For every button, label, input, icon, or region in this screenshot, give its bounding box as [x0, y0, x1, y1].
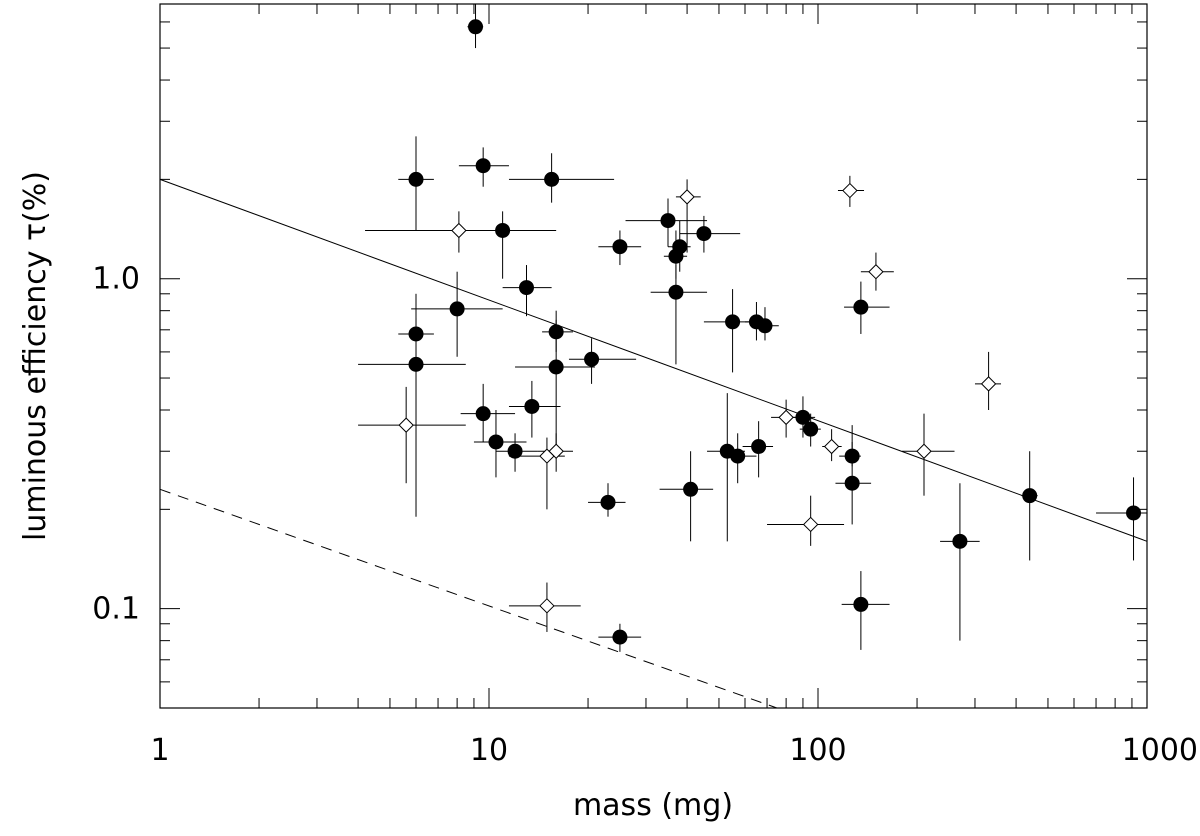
data-point-circle: [408, 356, 424, 372]
data-point-circle: [952, 533, 968, 549]
data-point-circle: [524, 398, 540, 414]
data-point-circle: [518, 280, 534, 296]
data-point-circle: [495, 222, 511, 238]
fit-lines: [159, 178, 1148, 709]
data-point-diamond: [778, 409, 794, 426]
data-point-circle: [468, 19, 484, 35]
data-point-diamond: [868, 264, 884, 280]
data-point-diamond: [398, 417, 414, 433]
data-point-circle: [660, 213, 676, 229]
data-point-circle: [757, 318, 773, 334]
data-point-circle: [548, 324, 564, 340]
data-point-circle: [853, 596, 869, 612]
data-point-circle: [475, 406, 491, 422]
data-point-circle: [844, 448, 860, 464]
plot-frame: [159, 3, 1148, 709]
data-point-circle: [612, 629, 628, 645]
data-point-circle: [725, 314, 741, 330]
data-point-circle: [488, 434, 504, 450]
x-tick-label: 1000: [1122, 733, 1198, 768]
data-point-circle: [751, 439, 767, 455]
data-point-circle: [730, 448, 746, 464]
data-point-circle: [803, 421, 819, 437]
x-axis-label: mass (mg): [573, 788, 733, 823]
data-point-diamond: [679, 189, 695, 205]
data-point-circle: [584, 351, 600, 367]
data-point-circle: [408, 326, 424, 342]
data-point-diamond: [916, 443, 932, 459]
axis-ticks: [159, 4, 1147, 709]
data-point-circle: [696, 226, 712, 242]
data-point-diamond: [451, 222, 467, 239]
x-tick-label: 100: [789, 733, 846, 768]
data-point-diamond: [539, 598, 555, 614]
data-point-circle: [844, 475, 860, 491]
data-point-circle: [548, 359, 564, 375]
y-tick-label: 0.1: [92, 592, 140, 627]
data-point-circle: [475, 158, 491, 174]
data-point-circle: [668, 248, 684, 264]
data-point-circle: [853, 299, 869, 315]
dashed-fit-line: [159, 488, 778, 709]
x-tick-label: 1: [150, 733, 169, 768]
y-axis-label: luminous efficiency τ(%): [18, 171, 53, 541]
data-point-circle: [668, 284, 684, 300]
data-point-circle: [507, 443, 523, 459]
data-point-diamond: [823, 438, 840, 455]
data-point-circle: [544, 171, 560, 187]
data-markers: [398, 19, 1142, 645]
data-point-diamond: [842, 182, 858, 199]
data-point-diamond: [802, 516, 819, 533]
data-point-circle: [1022, 488, 1038, 504]
data-point-diamond: [980, 376, 997, 392]
data-point-circle: [612, 239, 628, 255]
data-point-circle: [795, 409, 811, 425]
data-point-circle: [1126, 505, 1142, 521]
data-point-diamond: [539, 448, 555, 464]
data-point-circle: [600, 494, 616, 510]
data-point-circle: [449, 301, 465, 317]
y-tick-label: 1.0: [92, 262, 140, 297]
solid-fit-line: [159, 178, 1148, 542]
x-tick-label: 10: [470, 733, 508, 768]
data-point-circle: [408, 171, 424, 187]
tick-labels: 1 10 100 1000 0.1 1.0: [92, 262, 1198, 768]
data-point-circle: [683, 481, 699, 497]
